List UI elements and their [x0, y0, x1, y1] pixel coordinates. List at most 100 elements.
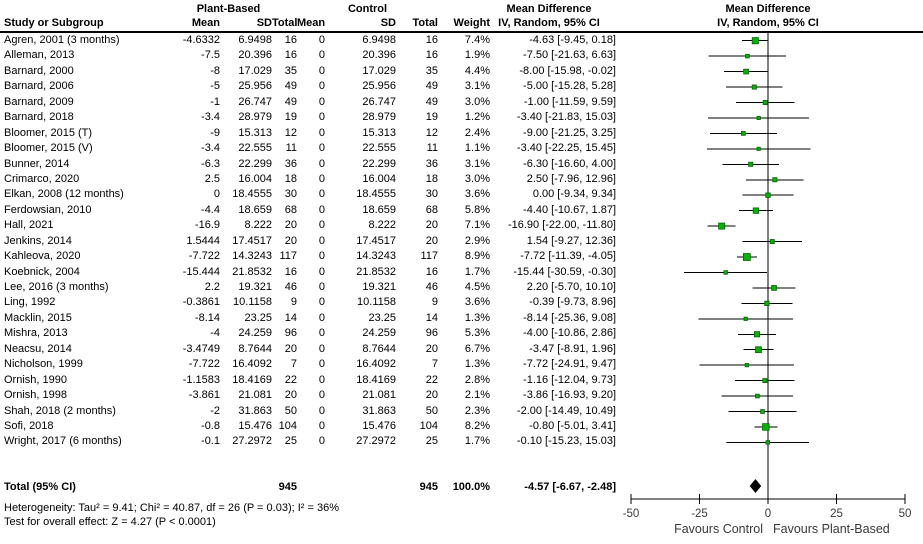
cell-weight: 2.1% — [464, 389, 490, 402]
cell-weight: 1.7% — [464, 265, 490, 278]
cell-pb_sd: 21.8532 — [232, 265, 272, 278]
cell-pb_sd: 17.029 — [238, 64, 272, 77]
cell-weight: 3.6% — [464, 296, 490, 309]
axis-tick-label: -50 — [623, 508, 640, 520]
cell-c_sd: 18.4555 — [356, 188, 396, 201]
cell-study: Barnard, 2018 — [4, 111, 74, 124]
cell-weight: 3.6% — [464, 188, 490, 201]
table-row: Barnard, 2000 -8 17.029 35 0 17.029 35 4.4% -8.0… — [0, 64, 616, 79]
cell-c_mean: 0 — [318, 435, 325, 448]
table-row: Bloomer, 2015 (V) -3.4 22.555 11 0 22.555 11 1.… — [0, 141, 616, 156]
cell-weight: 7.4% — [464, 34, 490, 46]
cell-c_mean: 0 — [318, 188, 325, 201]
point-estimate-marker — [751, 84, 757, 90]
table-row: Neacsu, 2014 -3.4749 8.7644 20 0 8.7644 20 6.7%… — [0, 342, 616, 357]
table-row: Alleman, 2013 -7.5 20.396 16 0 20.396 16 1.9% -7… — [0, 48, 616, 63]
cell-study: Elkan, 2008 (12 months) — [4, 188, 124, 201]
cell-pb_total: 11 — [285, 142, 297, 155]
overall-effect-note: Test for overall effect: Z = 4.27 (P < 0… — [4, 516, 216, 528]
cell-c_sd: 15.313 — [362, 126, 396, 139]
cell-ci: -7.50 [-21.63, 6.63] — [523, 49, 616, 62]
cell-pb_sd: 8.222 — [244, 219, 272, 232]
point-estimate-marker — [765, 192, 771, 198]
cell-pb_mean: 0 — [213, 188, 220, 201]
point-estimate-marker — [756, 115, 761, 121]
cell-pb_sd: 18.4169 — [232, 373, 272, 386]
cell-ci: -4.40 [-10.67, 1.87] — [523, 203, 616, 216]
cell-ci: 2.50 [-7.96, 12.96] — [526, 172, 616, 185]
cell-study: Nicholson, 1999 — [4, 358, 83, 371]
cell-c_sd: 25.956 — [362, 80, 396, 93]
cell-pb_sd: 22.555 — [238, 142, 272, 155]
cell-c_total: 20 — [425, 389, 438, 402]
point-estimate-marker — [723, 270, 728, 275]
study-rows: Agren, 2001 (3 months) -4.6332 6.9498 16 0 6.… — [0, 33, 616, 450]
cell-c_sd: 15.476 — [362, 419, 396, 432]
cell-pb_sd: 21.081 — [238, 389, 272, 402]
point-estimate-marker — [748, 161, 754, 167]
header-ci-spacer — [490, 16, 616, 31]
cell-c_mean: 0 — [318, 95, 325, 108]
cell-pb_mean: -15.444 — [182, 265, 220, 278]
point-estimate-marker — [745, 53, 750, 59]
cell-c_sd: 18.4169 — [356, 373, 396, 386]
header-pb-total: Total — [272, 17, 297, 29]
cell-ci: -0.80 [-5.01, 3.41] — [529, 419, 616, 432]
cell-pb_total: 20 — [284, 342, 297, 355]
cell-pb_mean: -3.4 — [201, 142, 220, 155]
cell-study: Ling, 1992 — [4, 296, 56, 309]
cell-pb_mean: -4.4 — [201, 203, 220, 216]
cell-c_mean: 0 — [318, 219, 325, 232]
cell-pb_total: 20 — [284, 389, 297, 402]
cell-ci: 2.20 [-5.70, 10.10] — [526, 281, 616, 293]
cell-c_sd: 16.004 — [362, 172, 396, 185]
cell-c_sd: 17.4517 — [356, 234, 396, 247]
cell-pb_sd: 8.7644 — [238, 342, 272, 355]
cell-c_mean: 0 — [318, 296, 325, 309]
cell-pb_total: 96 — [284, 327, 297, 340]
cell-pb_total: 16 — [284, 265, 297, 278]
md-text-header-line1: Mean Difference — [506, 3, 592, 15]
cell-study: Agren, 2001 (3 months) — [4, 34, 120, 46]
cell-c_total: 19 — [425, 111, 438, 124]
cell-study: Bloomer, 2015 (T) — [4, 126, 93, 139]
cell-pb_total: 117 — [279, 250, 297, 263]
cell-ci: -3.40 [-21.83, 15.03] — [516, 111, 616, 124]
cell-study: Ornish, 1990 — [4, 373, 67, 386]
md-plot-column-header: Mean Difference IV, Random, 95% CI — [619, 2, 917, 30]
axis-tick-label: -25 — [691, 508, 708, 520]
total-ci: -4.57 [-6.67, -2.48] — [524, 481, 616, 493]
cell-pb_total: 104 — [278, 419, 297, 432]
cell-pb_total: 50 — [284, 404, 297, 417]
cell-pb_sd: 15.313 — [238, 126, 272, 139]
cell-c_sd: 27.2972 — [356, 435, 396, 448]
cell-pb_sd: 19.321 — [238, 281, 272, 293]
cell-study: Macklin, 2015 — [4, 311, 72, 324]
point-estimate-marker — [718, 222, 726, 230]
cell-study: Ferdowsian, 2010 — [4, 203, 92, 216]
cell-c_mean: 0 — [318, 419, 325, 432]
cell-ci: -1.16 [-12.04, 9.73] — [523, 373, 616, 386]
table-row: Macklin, 2015 -8.14 23.25 14 0 23.25 14 1.3% -8.… — [0, 311, 616, 326]
cell-pb_mean: -6.3 — [201, 157, 220, 170]
cell-study: Mishra, 2013 — [4, 327, 68, 340]
point-estimate-marker — [765, 440, 770, 445]
cell-c_mean: 0 — [318, 49, 325, 62]
cell-c_sd: 14.3243 — [356, 250, 396, 263]
cell-c_total: 36 — [425, 157, 438, 170]
cell-ci: -3.40 [-22.25, 15.45] — [516, 142, 616, 155]
cell-c_total: 16 — [425, 49, 438, 62]
cell-ci: -3.86 [-16.93, 9.20] — [523, 389, 616, 402]
favours-left-label: Favours Control — [674, 522, 763, 536]
axis-tick-label: 50 — [899, 508, 912, 520]
cell-c_mean: 0 — [318, 404, 325, 417]
cell-pb_mean: -7.722 — [188, 250, 220, 263]
cell-c_mean: 0 — [318, 250, 325, 263]
cell-c_total: 18 — [425, 172, 438, 185]
cell-c_mean: 0 — [318, 358, 325, 371]
table-row: Ornish, 1998 -3.861 21.081 20 0 21.081 20 2.1% -… — [0, 388, 616, 403]
cell-pb_sd: 18.659 — [238, 203, 272, 216]
point-estimate-marker — [762, 378, 768, 384]
axis-tick-label: 0 — [765, 508, 771, 520]
cell-pb_mean: 2.2 — [204, 281, 220, 293]
